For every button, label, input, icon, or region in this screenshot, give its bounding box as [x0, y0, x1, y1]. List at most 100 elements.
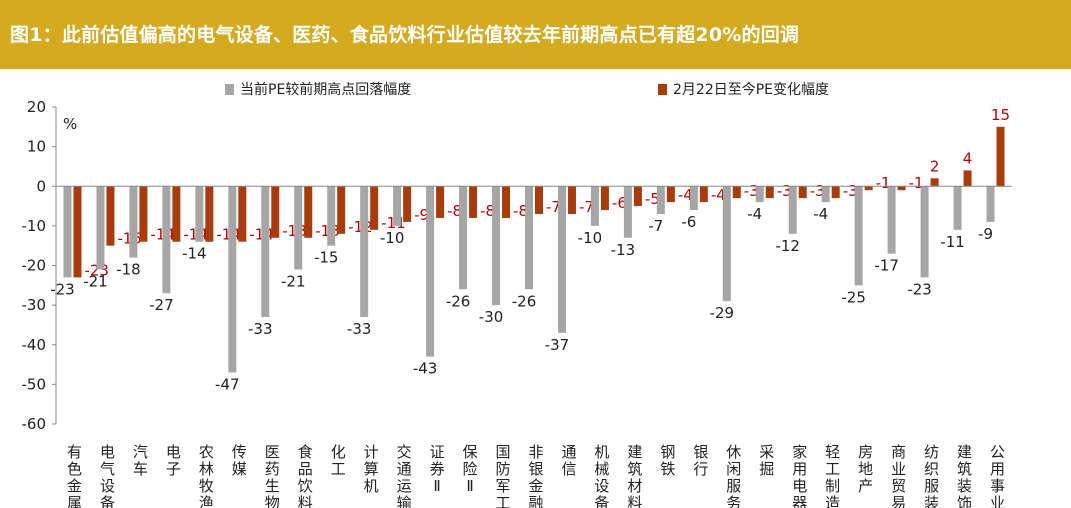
data-label-series-2: -8	[513, 202, 528, 220]
data-label-series-1: -47	[215, 375, 240, 393]
title-banner: 图1：此前估值偏高的电气设备、医药、食品饮料行业估值较去年前期高点已有超20%的…	[0, 0, 1071, 69]
bar-series-1	[96, 186, 105, 270]
bar-series-1	[920, 186, 929, 278]
data-label-series-2: -4	[711, 186, 726, 204]
data-label-series-1: -14	[182, 245, 207, 263]
bar-series-1	[261, 186, 270, 318]
bar-series-2	[271, 186, 280, 238]
bar-series-1	[788, 186, 797, 234]
category-label: 家用电器	[792, 443, 807, 508]
y-tick-label: -60	[22, 415, 47, 433]
bar-series-2	[172, 186, 181, 242]
bar-series-2	[436, 186, 445, 218]
bar-chart: 20 10 0 -10 -20 -30 -40 -50 -60% -23 -23 有色金属 -21 -15…	[22, 81, 1012, 508]
bar-series-2	[535, 186, 543, 214]
bar-series-1	[393, 186, 402, 226]
category-label: 轻工制造	[825, 443, 840, 508]
data-label-series-1: -9	[978, 225, 993, 243]
data-label-series-1: -4	[747, 205, 762, 223]
bar-series-2	[403, 186, 412, 222]
data-label-series-2: -1	[876, 174, 891, 192]
bar-series-1	[689, 186, 698, 211]
bar-series-1	[623, 186, 632, 238]
data-label-series-1: -25	[841, 288, 866, 306]
bar-series-2	[370, 186, 379, 230]
y-tick-label: -40	[22, 336, 47, 354]
data-label-series-1: -33	[248, 320, 273, 338]
bar-series-2	[765, 186, 774, 199]
data-label-series-1: -26	[512, 292, 537, 310]
data-label-series-1: -4	[813, 205, 828, 223]
bar-series-1	[459, 186, 468, 290]
bar-series-2	[502, 186, 511, 218]
y-tick-label: -50	[22, 375, 47, 393]
category-label: 非银金融	[528, 443, 543, 508]
bar-series-2	[831, 186, 840, 199]
data-label-series-2: 15	[991, 106, 1010, 124]
category-label: 房地产	[858, 443, 873, 495]
legend-marker-series-1	[225, 84, 234, 95]
category-label: 国防军工	[496, 443, 511, 508]
bar-series-2	[963, 170, 972, 187]
bar-series-2	[732, 186, 741, 199]
legend-label-series-1: 当前PE较前期高点回落幅度	[240, 81, 411, 98]
legend-marker-series-2	[658, 84, 667, 95]
category-label: 纺织服装	[924, 443, 939, 508]
bar-series-1	[63, 186, 72, 278]
bar-series-2	[666, 186, 675, 203]
y-tick-label: -30	[22, 296, 47, 314]
bar-series-1	[722, 186, 731, 302]
category-label: 食品饮料	[298, 443, 313, 508]
bar-series-2	[567, 186, 576, 214]
y-tick-label: -20	[22, 257, 47, 275]
bar-series-1	[327, 186, 336, 246]
data-label-series-2: -6	[612, 194, 627, 212]
bar-series-2	[205, 186, 214, 242]
category-label: 医药生物	[265, 443, 280, 508]
category-label: 有色金属	[67, 443, 82, 508]
legend-label-series-2: 2月22日至今PE变化幅度	[673, 82, 829, 98]
bar-series-2	[897, 186, 906, 191]
bar-series-2	[304, 186, 313, 238]
category-label: 休闲服务	[726, 443, 741, 508]
data-label-series-2: -1	[909, 174, 924, 192]
data-label-series-2: -4	[678, 186, 693, 204]
data-label-series-2: 4	[963, 149, 973, 167]
bar-series-2	[469, 186, 478, 218]
data-label-series-1: -21	[83, 272, 108, 290]
data-label-series-2: -7	[546, 198, 561, 216]
data-label-series-1: -27	[149, 296, 174, 314]
bar-series-1	[590, 186, 599, 226]
category-label: 电气设备	[100, 443, 115, 508]
data-label-series-1: -17	[874, 257, 899, 275]
bar-series-2	[798, 186, 807, 199]
bar-series-2	[337, 186, 346, 234]
data-label-series-1: -10	[578, 229, 603, 247]
y-tick-label: 20	[27, 98, 46, 116]
bar-series-1	[854, 186, 863, 286]
bar-series-2	[106, 186, 115, 246]
category-label: 传媒	[232, 443, 247, 478]
category-label: 公用事业	[990, 443, 1005, 508]
category-label: 建筑材料	[627, 443, 642, 508]
bar-series-1	[525, 186, 533, 290]
data-label-series-1: -30	[479, 308, 504, 326]
bar-series-2	[600, 186, 609, 211]
bar-series-2	[699, 186, 708, 203]
data-label-series-1: -43	[413, 360, 438, 378]
bar-series-1	[821, 186, 830, 203]
bar-series-1	[360, 186, 369, 318]
bar-series-1	[195, 186, 204, 242]
bar-series-2	[238, 186, 247, 242]
bar-series-1	[162, 186, 171, 294]
data-label-series-1: -37	[545, 336, 570, 354]
bar-series-2	[996, 126, 1005, 187]
category-label: 采掘	[759, 443, 774, 478]
y-tick-label: 0	[36, 177, 46, 195]
data-label-series-1: -18	[116, 261, 141, 279]
data-label-series-1: -21	[281, 272, 306, 290]
category-label: 汽车	[133, 443, 148, 478]
bar-series-1	[656, 186, 665, 214]
y-unit-label: %	[63, 115, 77, 133]
category-label: 农林牧渔	[199, 443, 214, 508]
